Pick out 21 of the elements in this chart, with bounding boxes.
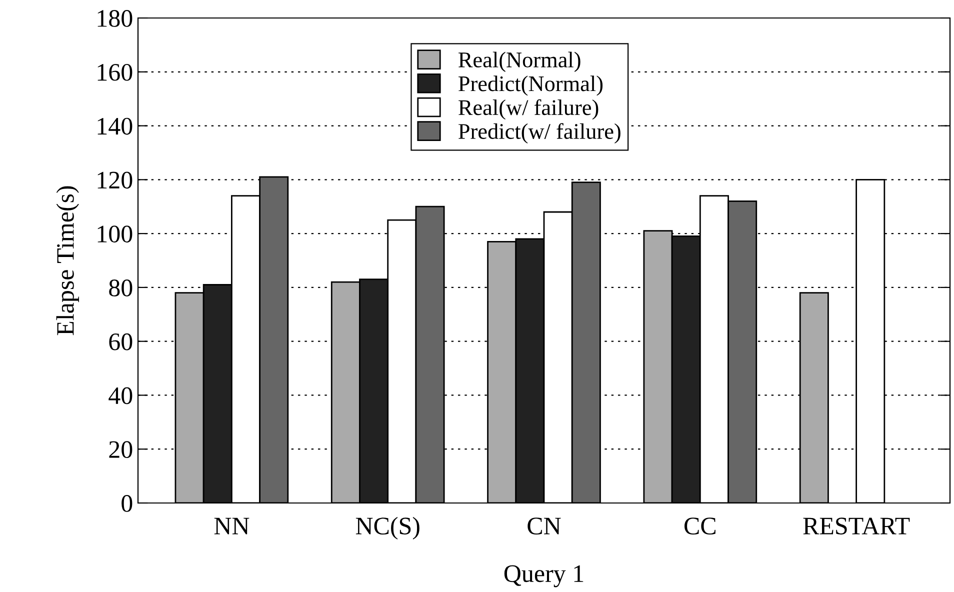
y-tick-label: 60 <box>109 333 132 350</box>
legend-label: Predict(w/ failure) <box>458 123 620 144</box>
y-tick-label: 80 <box>109 279 132 296</box>
x-tick-label: NC(S) <box>356 516 420 540</box>
legend-label: Real(Normal) <box>458 52 580 72</box>
y-tick-label: 0 <box>122 495 132 512</box>
y-axis-title: Elapse Time(s) <box>56 186 79 336</box>
x-tick-label: CC <box>684 518 716 534</box>
x-tick-label: RESTART <box>803 518 910 534</box>
legend-label: Real(w/ failure) <box>458 99 598 120</box>
x-tick-label: CN <box>528 518 561 534</box>
y-tick-label: 180 <box>98 10 132 27</box>
y-tick-label: 40 <box>108 387 132 404</box>
y-tick-label: 100 <box>98 226 132 242</box>
y-tick-label: 20 <box>109 441 132 458</box>
legend-label: Predict(Normal) <box>458 76 603 96</box>
y-tick-label: 120 <box>98 172 132 189</box>
x-axis-title: Query 1 <box>504 565 584 588</box>
y-tick-label: 140 <box>98 118 132 135</box>
y-tick-label: 160 <box>98 64 132 81</box>
x-tick-label: NN <box>214 518 250 534</box>
